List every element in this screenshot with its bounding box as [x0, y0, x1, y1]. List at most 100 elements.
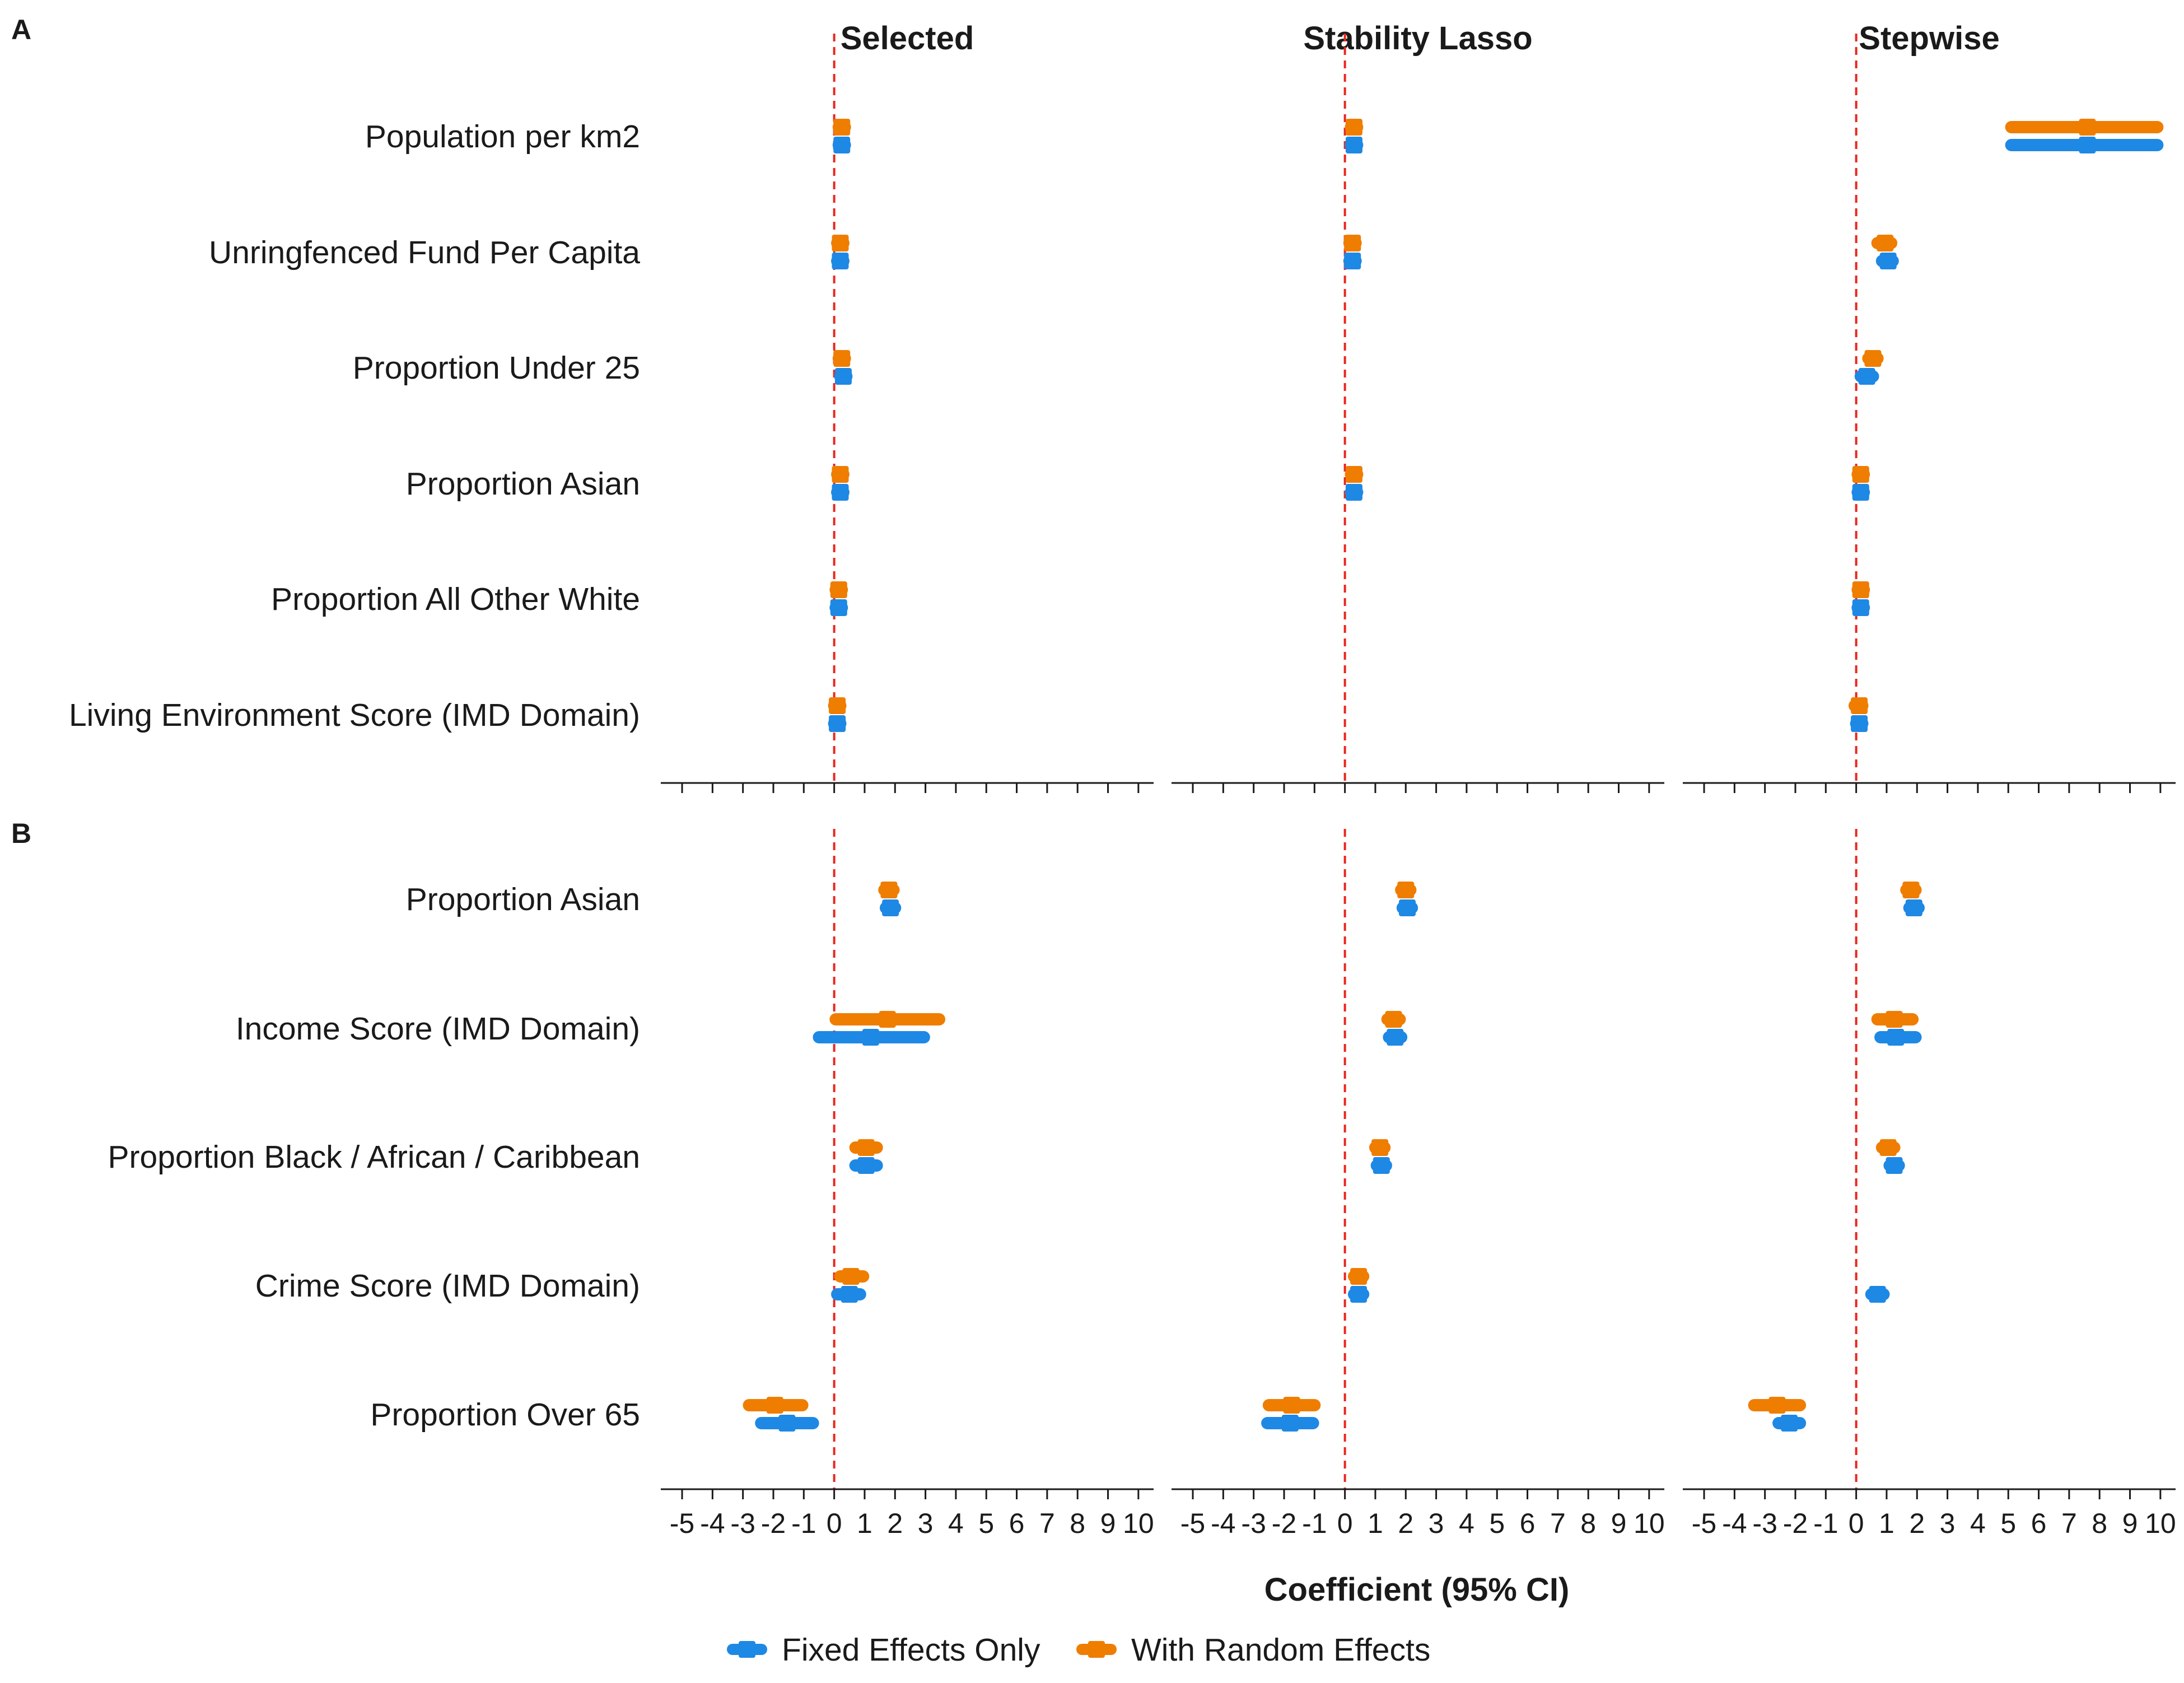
x-tick-label: 4 — [1459, 1508, 1474, 1539]
fixed-point-estimate — [1852, 599, 1869, 616]
fixed-point-estimate — [841, 1286, 858, 1303]
x-tick-label: 8 — [1070, 1508, 1085, 1539]
random-point-estimate — [1345, 119, 1362, 136]
x-tick-label: 2 — [887, 1508, 903, 1539]
legend-key-point-random — [1088, 1641, 1105, 1658]
random-point-estimate — [832, 235, 849, 251]
x-tick-label: -4 — [700, 1508, 725, 1539]
random-point-estimate — [1397, 882, 1415, 898]
fixed-point-estimate — [1345, 137, 1362, 153]
row-label: Proportion Asian — [406, 882, 640, 917]
fixed-point-estimate — [1852, 484, 1869, 501]
fixed-point-estimate — [832, 484, 849, 501]
fixed-point-estimate — [830, 599, 847, 616]
random-point-estimate — [1344, 235, 1361, 251]
legend-key-point-fixed — [739, 1641, 755, 1658]
x-tick-label: 4 — [948, 1508, 964, 1539]
fixed-point-estimate — [857, 1157, 875, 1174]
random-point-estimate — [766, 1397, 783, 1414]
x-tick-label: 0 — [1849, 1508, 1864, 1539]
row-label: Proportion All Other White — [271, 581, 640, 617]
row-label: Income Score (IMD Domain) — [236, 1011, 640, 1047]
row-label: Proportion Over 65 — [370, 1397, 640, 1433]
x-tick-label: 3 — [1429, 1508, 1444, 1539]
x-tick-label: 10 — [1634, 1508, 1665, 1539]
x-tick-label: -2 — [1783, 1508, 1808, 1539]
row-label: Crime Score (IMD Domain) — [255, 1268, 640, 1304]
x-axis-title: Coefficient (95% CI) — [1264, 1572, 1570, 1608]
x-tick-label: 6 — [2031, 1508, 2047, 1539]
row-label: Population per km2 — [365, 119, 640, 155]
random-point-estimate — [1864, 350, 1882, 367]
x-tick-label: 9 — [1611, 1508, 1627, 1539]
random-point-estimate — [1283, 1397, 1300, 1414]
random-point-estimate — [1877, 235, 1894, 251]
x-tick-label: -5 — [1692, 1508, 1716, 1539]
random-point-estimate — [1852, 581, 1869, 598]
row-label: Proportion Black / African / Caribbean — [108, 1139, 641, 1175]
x-tick-label: 2 — [1398, 1508, 1413, 1539]
panel-tag: A — [11, 14, 31, 45]
x-tick-label: -2 — [1272, 1508, 1296, 1539]
x-tick-label: 1 — [857, 1508, 872, 1539]
fixed-point-estimate — [1373, 1157, 1390, 1174]
fixed-point-estimate — [1879, 253, 1897, 269]
x-tick-label: 9 — [1100, 1508, 1116, 1539]
x-tick-label: 4 — [1970, 1508, 1986, 1539]
x-tick-label: 10 — [2145, 1508, 2176, 1539]
x-tick-label: 3 — [1940, 1508, 1956, 1539]
fixed-point-estimate — [829, 715, 846, 732]
fixed-point-estimate — [1887, 1029, 1905, 1046]
random-point-estimate — [1886, 1011, 1903, 1028]
column-title: Stability Lasso — [1303, 20, 1532, 57]
random-point-estimate — [842, 1268, 860, 1285]
x-tick-label: 5 — [1489, 1508, 1505, 1539]
fixed-point-estimate — [1858, 368, 1875, 385]
random-point-estimate — [832, 466, 849, 483]
x-tick-label: 6 — [1009, 1508, 1025, 1539]
fixed-point-estimate — [834, 368, 852, 385]
fixed-point-estimate — [1281, 1415, 1299, 1432]
x-tick-label: 8 — [1580, 1508, 1596, 1539]
fixed-point-estimate — [833, 137, 851, 153]
fixed-point-estimate — [1905, 899, 1922, 916]
x-tick-label: 1 — [1368, 1508, 1383, 1539]
x-tick-label: -4 — [1722, 1508, 1747, 1539]
fixed-point-estimate — [1851, 715, 1868, 732]
random-point-estimate — [830, 581, 847, 598]
legend-label-random: With Random Effects — [1131, 1632, 1430, 1668]
x-tick-label: 10 — [1123, 1508, 1154, 1539]
fixed-point-estimate — [778, 1415, 796, 1432]
random-point-estimate — [833, 350, 851, 367]
column-title: Selected — [841, 20, 974, 57]
fixed-point-estimate — [832, 253, 849, 269]
x-tick-label: -3 — [1752, 1508, 1777, 1539]
row-label: Proportion Under 25 — [353, 350, 640, 386]
x-tick-label: 2 — [1909, 1508, 1925, 1539]
x-tick-label: -4 — [1211, 1508, 1235, 1539]
x-tick-label: 5 — [2000, 1508, 2016, 1539]
random-point-estimate — [1902, 882, 1920, 898]
fixed-point-estimate — [1344, 253, 1361, 269]
random-point-estimate — [2079, 119, 2096, 136]
random-point-estimate — [1768, 1397, 1786, 1414]
fixed-point-estimate — [1781, 1415, 1798, 1432]
fixed-point-estimate — [882, 899, 899, 916]
x-tick-label: 7 — [2061, 1508, 2077, 1539]
x-tick-label: 9 — [2122, 1508, 2138, 1539]
legend-label-fixed: Fixed Effects Only — [782, 1632, 1040, 1668]
x-tick-label: 0 — [1337, 1508, 1353, 1539]
fixed-point-estimate — [1869, 1286, 1886, 1303]
x-tick-label: -1 — [791, 1508, 816, 1539]
x-tick-label: -3 — [730, 1508, 755, 1539]
row-label: Living Environment Score (IMD Domain) — [69, 697, 640, 733]
random-point-estimate — [1371, 1139, 1389, 1156]
fixed-point-estimate — [1886, 1157, 1903, 1174]
random-point-estimate — [1350, 1268, 1368, 1285]
x-tick-label: -2 — [761, 1508, 786, 1539]
random-point-estimate — [1879, 1139, 1897, 1156]
x-tick-label: -5 — [670, 1508, 694, 1539]
random-point-estimate — [833, 119, 851, 136]
